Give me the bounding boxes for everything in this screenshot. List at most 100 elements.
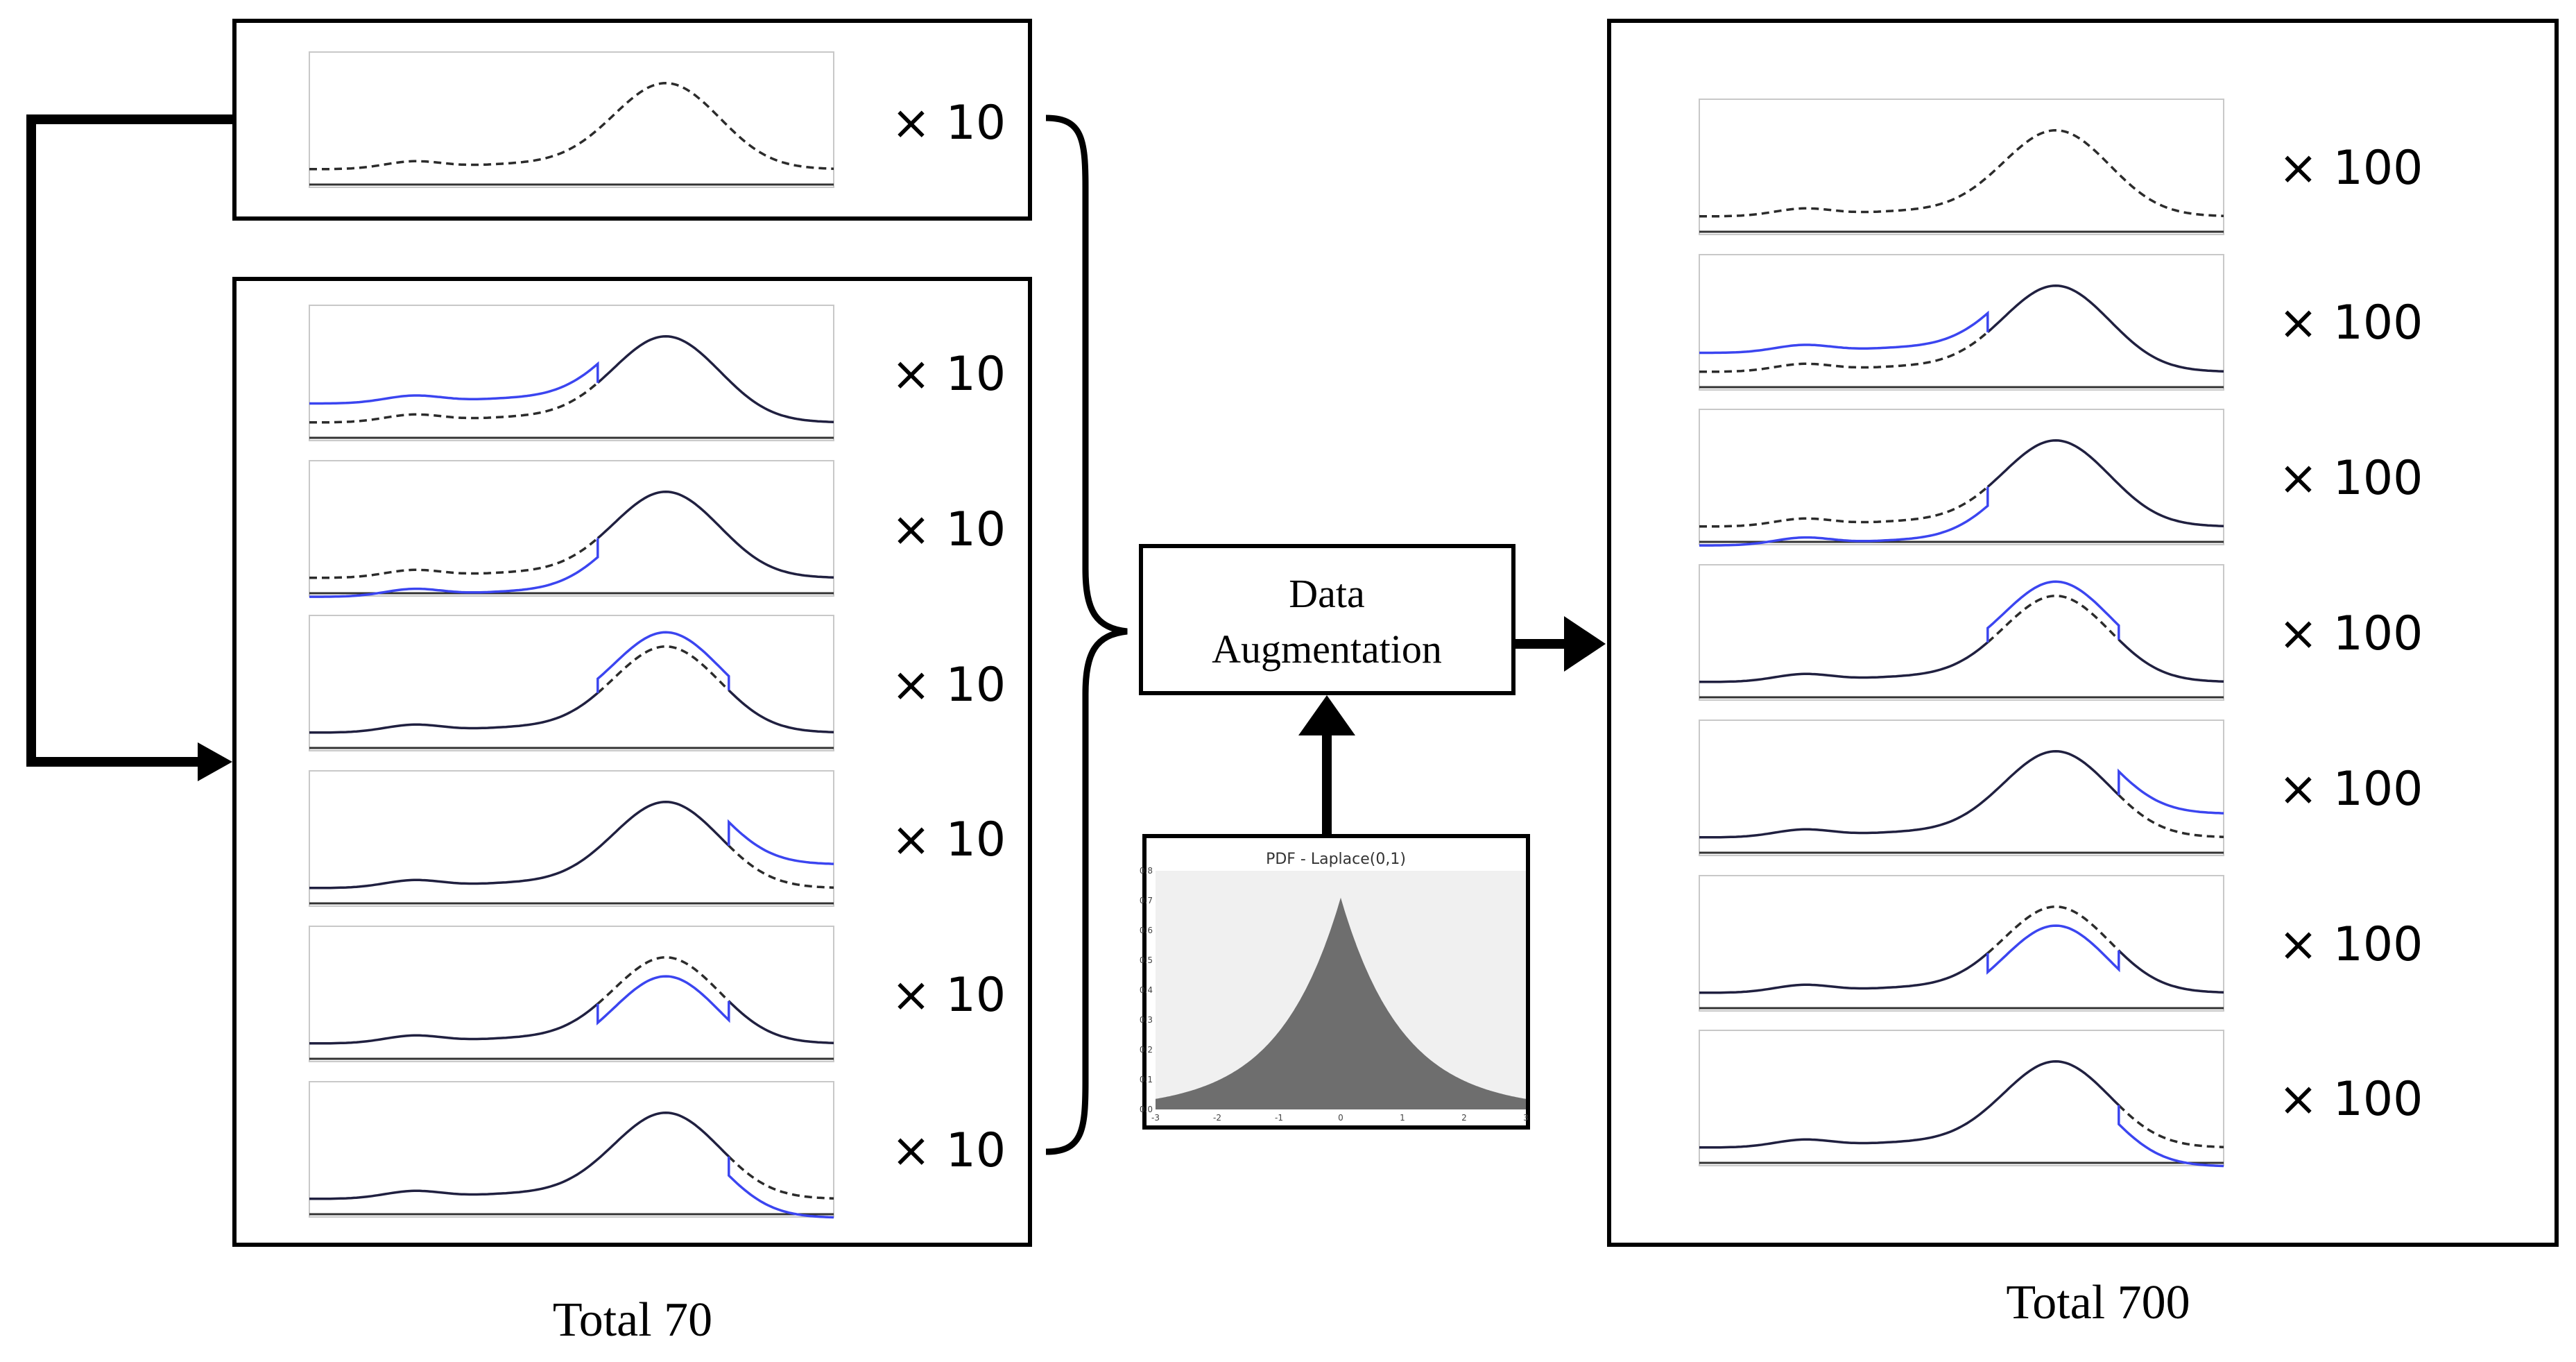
unchanged-curve — [728, 689, 834, 733]
unchanged-curve — [596, 491, 834, 579]
augmented-curve — [1986, 580, 2120, 642]
data-augmentation-line1: Data — [1289, 571, 1365, 616]
thumbnail-frame — [309, 51, 834, 188]
pdf-x-tick: 1 — [1400, 1113, 1405, 1123]
original-curve — [1986, 595, 2120, 644]
right-multipliers: × 100 × 100 × 100 × 100 × 100 × 100 × 10… — [2278, 141, 2423, 1127]
data-augmentation-line2: Augmentation — [1212, 627, 1442, 672]
thumbnail-frame — [1699, 409, 2224, 545]
thumbnail-frame — [1699, 254, 2224, 391]
pdf-arrowhead-icon — [1298, 695, 1355, 735]
thumbnail-frame — [1699, 875, 2224, 1012]
pdf-y-tick: 0.6 — [1140, 926, 1153, 935]
left-multiplier: × 10 — [891, 812, 1006, 867]
thumbnail-frame — [1699, 720, 2224, 856]
thumbnail-frame — [1699, 564, 2224, 701]
pdf-x-tick: -3 — [1151, 1113, 1160, 1123]
augmented-curve — [2118, 768, 2224, 815]
unchanged-curve — [596, 335, 834, 423]
pdf-y-tick: 0.0 — [1140, 1105, 1153, 1114]
augmented-curve — [309, 538, 599, 598]
original-curve — [309, 82, 834, 171]
unchanged-curve — [1699, 750, 2120, 839]
unchanged-curve — [2118, 949, 2224, 994]
pdf-y-tick: 0.7 — [1140, 896, 1153, 905]
unchanged-curve — [1699, 641, 1989, 683]
unchanged-curve — [728, 1000, 834, 1044]
unchanged-curve — [309, 692, 599, 734]
pdf-chart-title: PDF - Laplace(0,1) — [1266, 851, 1406, 868]
data-augmentation-box — [1139, 544, 1515, 695]
original-multiplier: × 10 — [891, 96, 1006, 151]
pdf-x-tick: 2 — [1461, 1113, 1467, 1123]
sample-thumbnail — [1699, 409, 2224, 547]
augmented-curve — [1699, 310, 1989, 355]
original-curve — [309, 537, 599, 579]
sample-thumbnail — [309, 615, 834, 751]
pdf-y-tick: 0.3 — [1140, 1015, 1153, 1025]
thumbnail-frame — [309, 770, 834, 907]
curly-brace — [1045, 114, 1128, 1155]
left-multipliers: × 10 × 10 × 10 × 10 × 10 × 10 — [891, 347, 1006, 1178]
original-curve — [1986, 905, 2120, 955]
original-curve — [1699, 331, 1989, 373]
original-curve — [2118, 1104, 2224, 1148]
right-multiplier: × 100 — [2278, 762, 2423, 817]
sample-thumbnail — [309, 51, 834, 188]
sample-thumbnail — [309, 460, 834, 598]
sample-thumbnail — [309, 1081, 834, 1219]
thumbnail-frame — [309, 460, 834, 597]
augmented-curve — [728, 1156, 834, 1219]
thumbnail-frame — [309, 305, 834, 441]
left-multiplier: × 10 — [891, 502, 1006, 557]
original-curve — [2118, 794, 2224, 838]
augmented-curve — [596, 975, 730, 1025]
right-total-label: Total 700 — [2006, 1276, 2190, 1329]
pdf-y-tick: 0.2 — [1140, 1045, 1153, 1055]
loop-arrow-line — [26, 114, 234, 767]
loop-arrowhead-icon — [198, 742, 232, 781]
left-thumbnails — [309, 305, 834, 1219]
original-curve — [596, 956, 730, 1005]
left-multiplier: × 10 — [891, 347, 1006, 402]
right-multiplier: × 100 — [2278, 1072, 2423, 1127]
thumbnail-frame — [309, 615, 834, 751]
pdf-y-tick: 0.4 — [1140, 985, 1153, 995]
original-curve — [728, 844, 834, 889]
original-curve — [1699, 486, 1989, 528]
unchanged-curve — [1986, 284, 2224, 373]
augmented-curve — [2118, 1105, 2224, 1168]
pdf-plot — [1156, 897, 1526, 1109]
thumbnail-frame — [309, 1081, 834, 1218]
pdf-y-tick: 0.8 — [1140, 866, 1153, 876]
left-multiplier: × 10 — [891, 1123, 1006, 1178]
sample-thumbnail — [1699, 254, 2224, 391]
thumbnail-frame — [1699, 99, 2224, 235]
original-curve — [596, 645, 730, 695]
sample-thumbnail — [1699, 1030, 2224, 1168]
unchanged-curve — [1699, 952, 1989, 994]
pdf-y-ticks: 0.8 0.7 0.6 0.5 0.4 0.3 0.2 0.1 0.0 — [1140, 866, 1153, 1114]
pdf-x-tick: -2 — [1213, 1113, 1221, 1123]
unchanged-curve — [1986, 439, 2224, 527]
pdf-x-tick: 0 — [1338, 1113, 1343, 1123]
right-multiplier: × 100 — [2278, 451, 2423, 506]
left-total-label: Total 70 — [553, 1293, 712, 1347]
original-curve — [1699, 129, 2224, 218]
original-curve — [728, 1155, 834, 1200]
right-multiplier: × 100 — [2278, 606, 2423, 661]
sample-thumbnail — [309, 305, 834, 441]
unchanged-curve — [309, 1003, 599, 1045]
original-curve — [309, 382, 599, 424]
augmented-curve — [1986, 924, 2120, 975]
augmented-curve — [309, 361, 599, 405]
unchanged-curve — [2118, 638, 2224, 683]
pdf-area — [1156, 897, 1526, 1109]
right-multiplier: × 100 — [2278, 917, 2423, 972]
sample-thumbnail — [1699, 564, 2224, 701]
unchanged-curve — [309, 801, 730, 889]
pdf-y-tick: 0.1 — [1140, 1075, 1153, 1084]
augmented-curve — [728, 819, 834, 865]
